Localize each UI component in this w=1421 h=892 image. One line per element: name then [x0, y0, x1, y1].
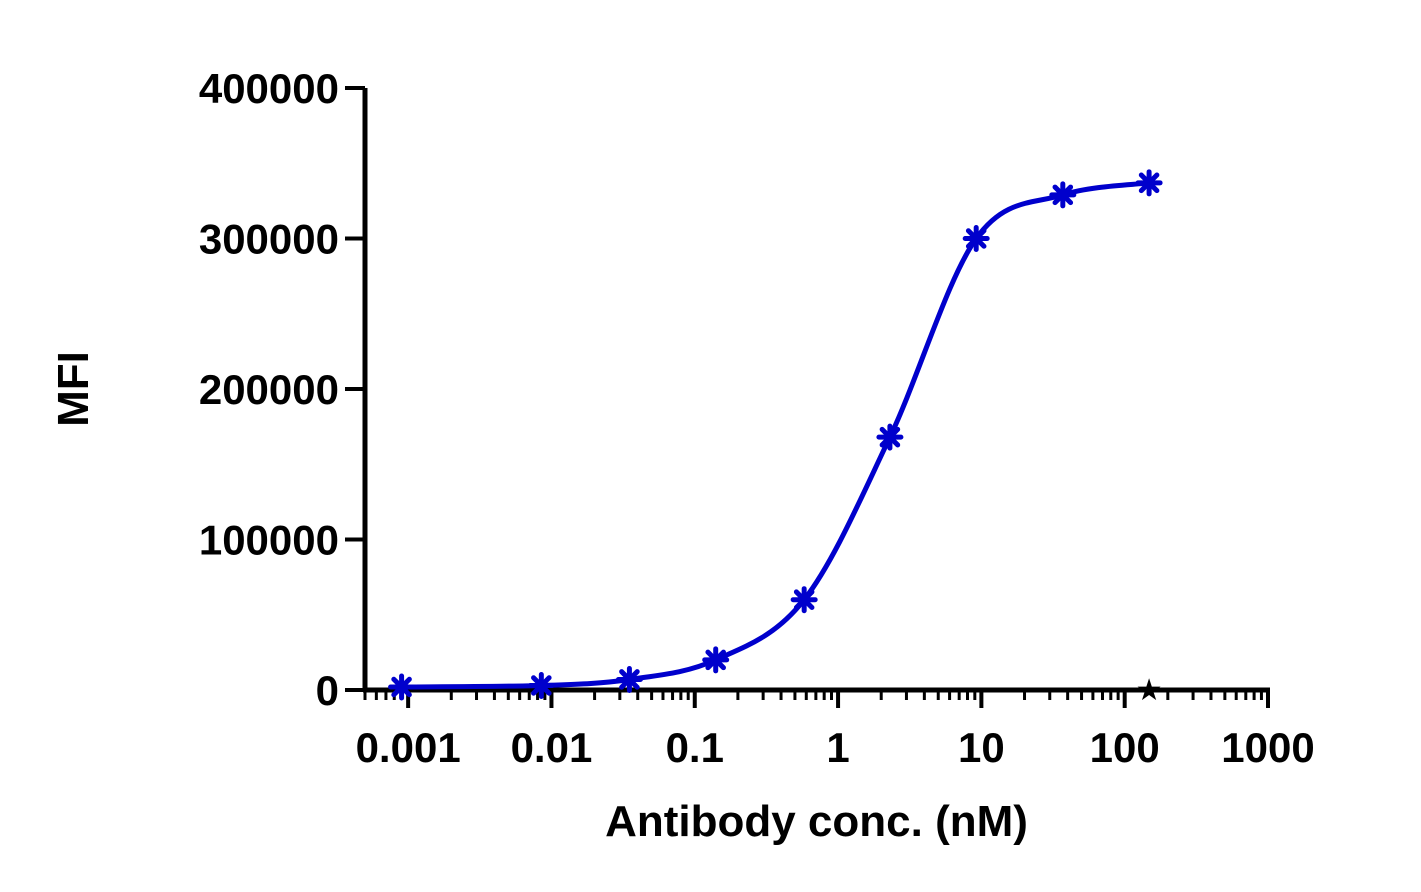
data-point	[790, 586, 818, 614]
x-tick-label: 0.1	[666, 724, 724, 771]
data-point	[615, 665, 643, 693]
data-point	[388, 673, 416, 701]
y-axis: 0 100000 200000 300000 400000	[199, 65, 368, 714]
x-tick-label: 1	[826, 724, 849, 771]
x-tick-label: 100	[1090, 724, 1160, 771]
data-point	[527, 671, 555, 699]
x-axis-label: Antibody conc. (nM)	[605, 797, 1028, 846]
x-tick-label: 10	[958, 724, 1005, 771]
y-tick-label: 100000	[199, 517, 339, 564]
fit-curve	[401, 180, 1150, 690]
x-axis: 0.001 0.01 0.1 1 10 100 1000	[356, 687, 1315, 771]
data-point	[1135, 169, 1163, 197]
y-tick-label: 200000	[199, 366, 339, 413]
star-annotation: ★	[1136, 673, 1163, 708]
y-axis-label: MFI	[49, 351, 98, 427]
data-point	[962, 225, 990, 252]
x-tick-label: 0.001	[356, 724, 461, 771]
y-tick-label: 400000	[199, 65, 339, 112]
y-tick-label: 0	[316, 667, 339, 714]
data-point	[1049, 181, 1077, 209]
data-point	[876, 423, 904, 451]
x-tick-label: 1000	[1221, 724, 1314, 771]
x-tick-label: 0.01	[511, 724, 593, 771]
plot-area: ★	[388, 169, 1163, 708]
y-tick-label: 300000	[199, 216, 339, 263]
data-point	[702, 646, 730, 674]
